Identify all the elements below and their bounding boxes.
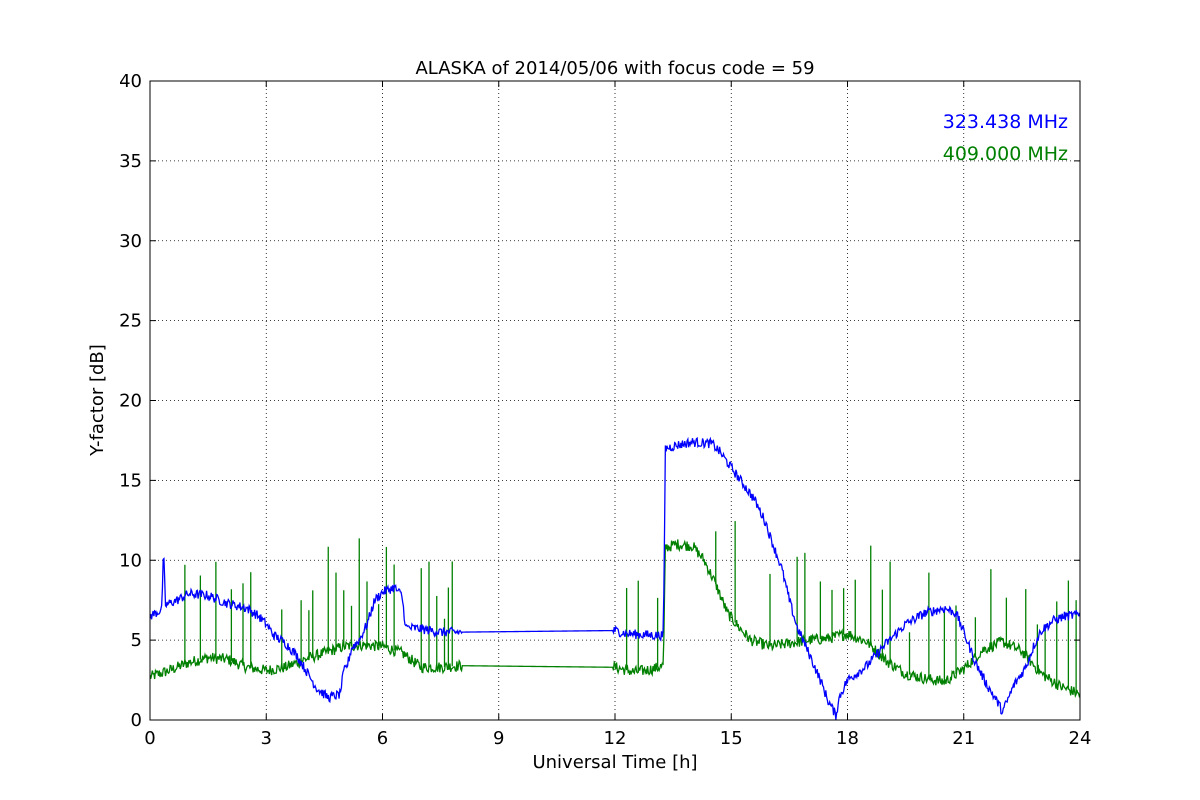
- x-tick-label: 18: [836, 728, 859, 749]
- x-tick-label: 0: [144, 728, 155, 749]
- legend-entry-409mhz: 409.000 MHz: [943, 143, 1068, 165]
- chart-title: ALASKA of 2014/05/06 with focus code = 5…: [415, 58, 814, 79]
- grid: [150, 81, 1080, 720]
- y-tick-label: 25: [119, 311, 142, 332]
- series-line-1: [150, 539, 1080, 699]
- y-tick-label: 15: [119, 470, 142, 491]
- x-tick-label: 21: [952, 728, 975, 749]
- axis-ticks: 0 3 6 9 12 15 18 21 24 0 5 10 15 20 25 30 35 40: [119, 71, 1091, 749]
- y-tick-label: 30: [119, 231, 142, 252]
- y-tick-label: 0: [131, 710, 142, 731]
- legend-entry-323mhz: 323.438 MHz: [943, 111, 1068, 133]
- x-tick-label: 3: [261, 728, 272, 749]
- x-axis-label: Universal Time [h]: [532, 752, 697, 773]
- y-tick-label: 5: [131, 630, 142, 651]
- y-axis-label: Y-factor [dB]: [87, 344, 108, 457]
- y-tick-label: 40: [119, 71, 142, 92]
- y-tick-label: 20: [119, 391, 142, 412]
- plot-series: [150, 436, 1080, 720]
- y-tick-label: 35: [119, 151, 142, 172]
- series-line-0: [150, 436, 1080, 720]
- x-tick-label: 12: [604, 728, 627, 749]
- x-tick-label: 24: [1069, 728, 1092, 749]
- x-tick-label: 9: [493, 728, 504, 749]
- y-tick-label: 10: [119, 550, 142, 571]
- x-tick-label: 6: [377, 728, 388, 749]
- x-tick-label: 15: [720, 728, 743, 749]
